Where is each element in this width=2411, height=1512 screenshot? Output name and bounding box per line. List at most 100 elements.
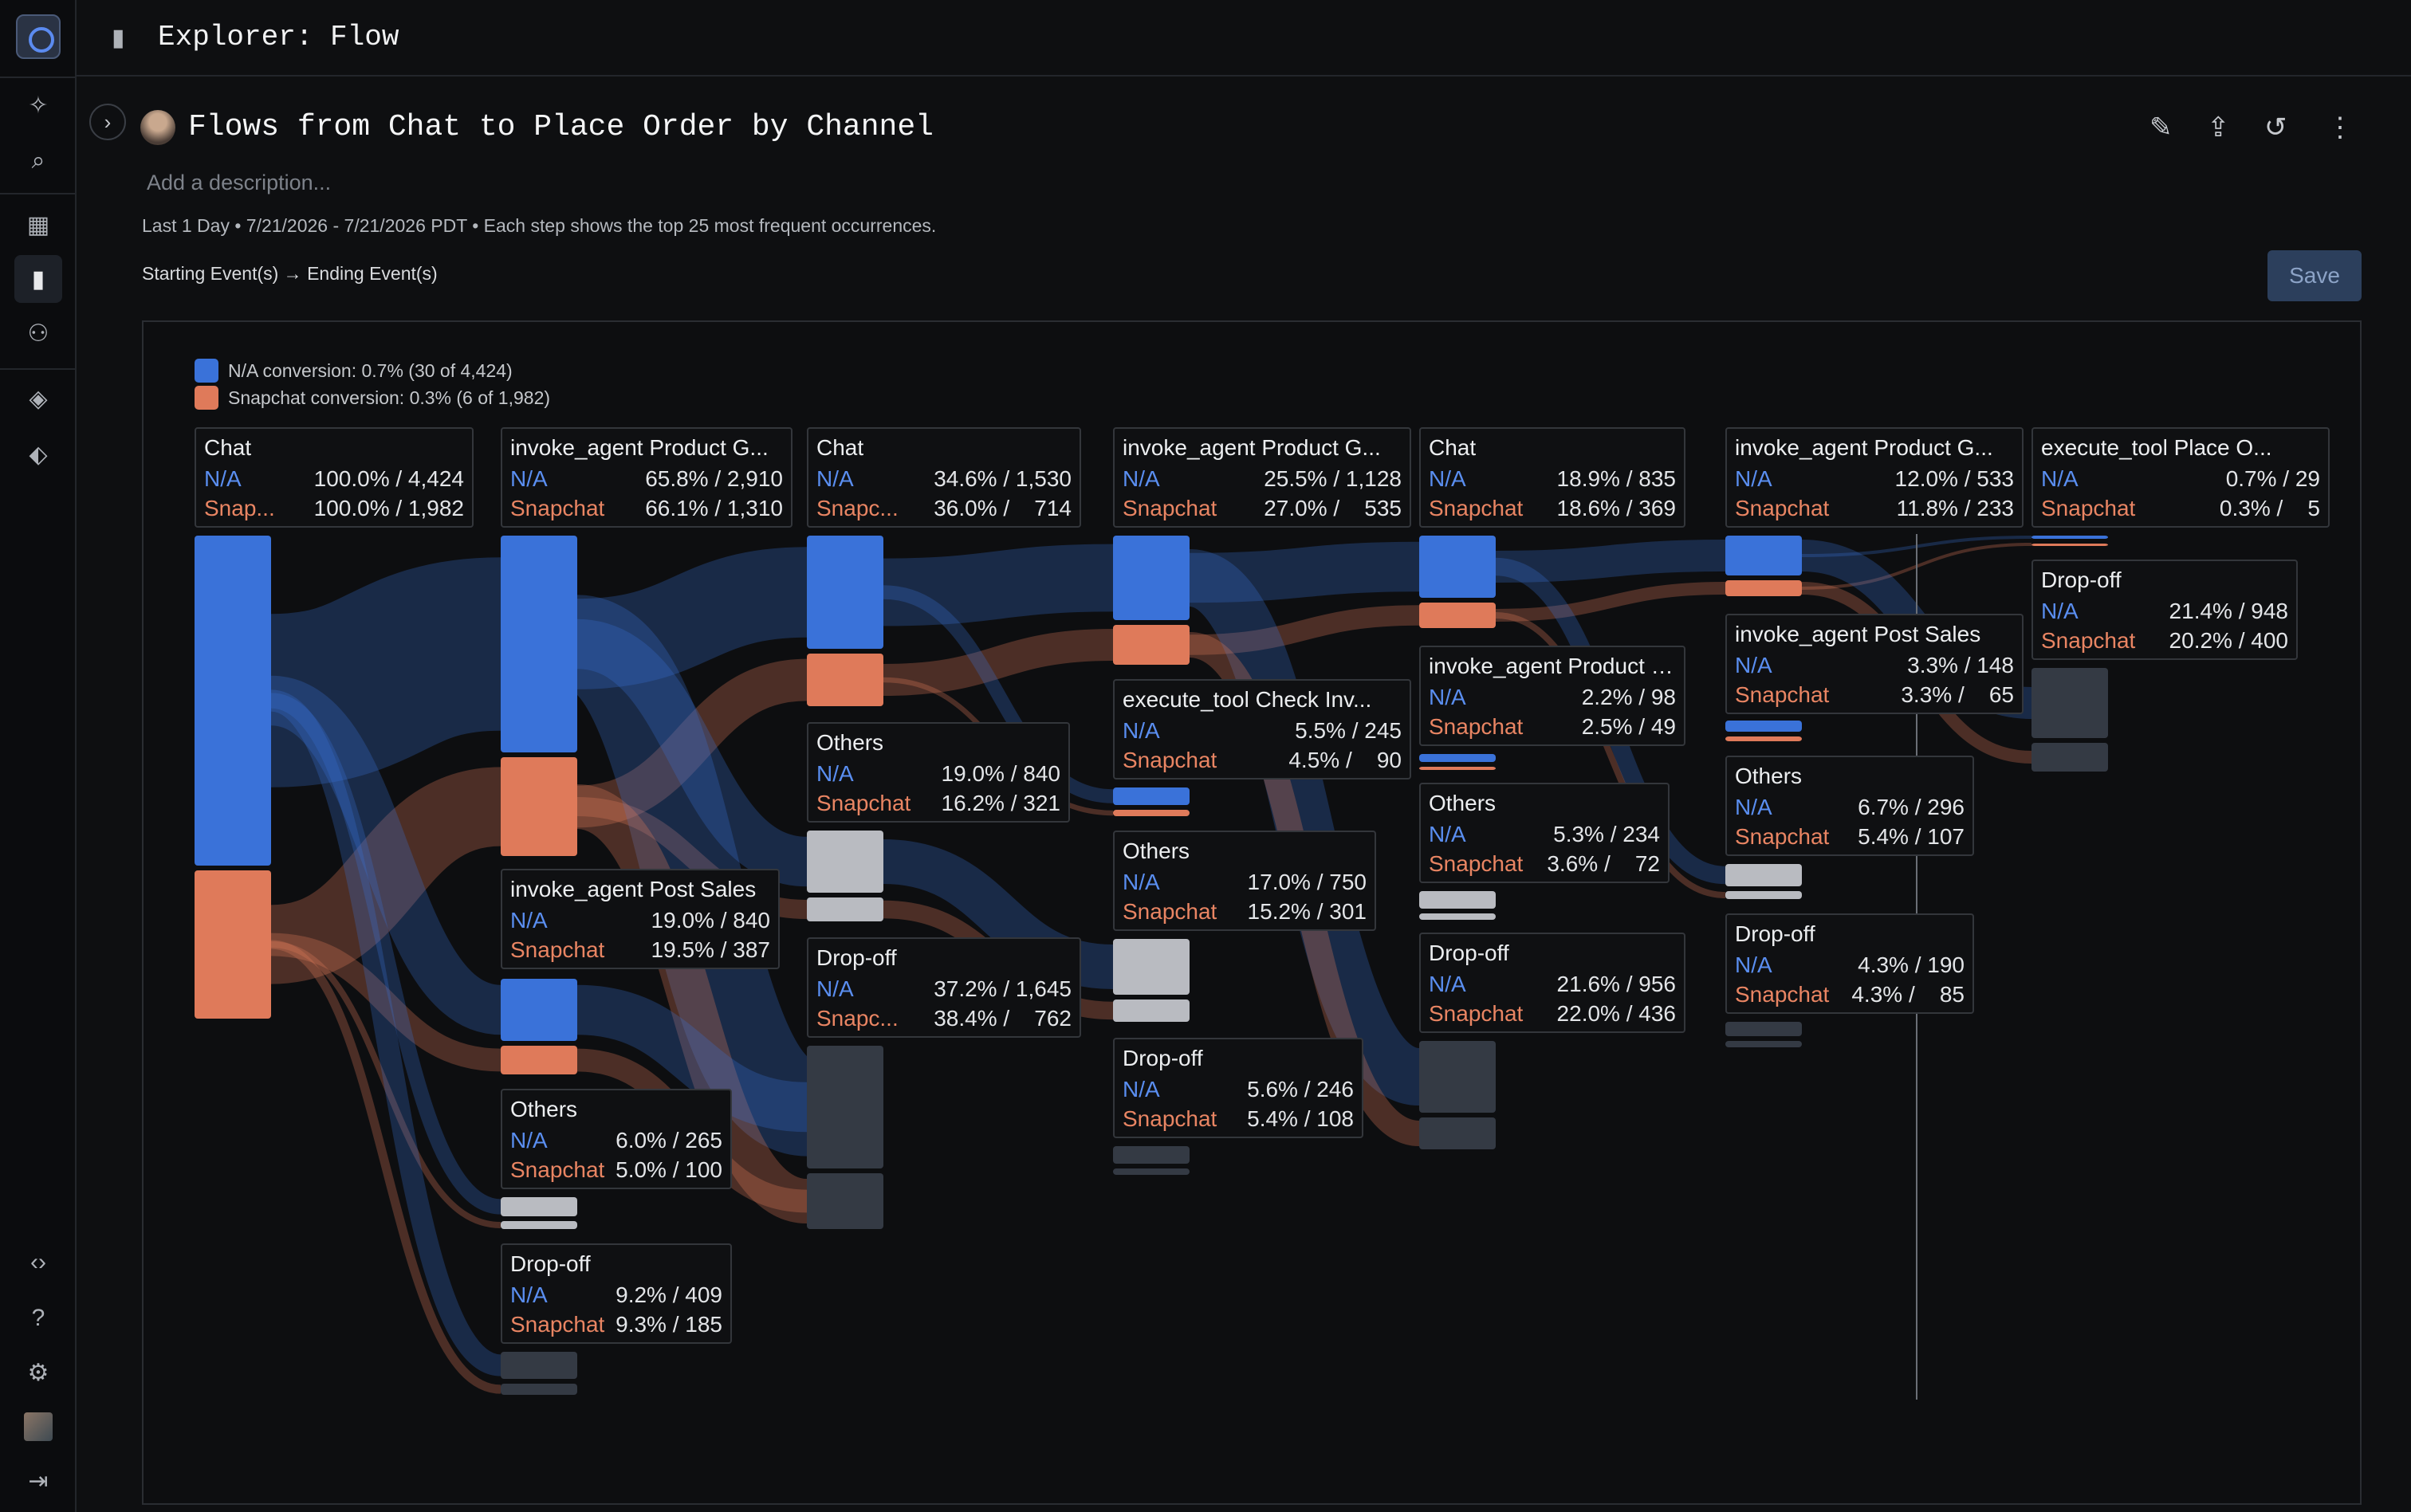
sparkle-icon[interactable]: ✧ bbox=[28, 92, 49, 119]
description-field[interactable]: Add a description... bbox=[147, 171, 332, 194]
node-card-s5-others[interactable]: Others N/A 6.7% / 296 Snapchat 5.4% / 107 bbox=[1725, 756, 1974, 856]
series-label: Snapchat bbox=[1123, 496, 1217, 520]
share-upload-icon[interactable]: ⇪ bbox=[2207, 112, 2230, 143]
series-label: Snapchat bbox=[510, 937, 605, 962]
series-value: 0.7% / 29 bbox=[2225, 466, 2320, 491]
series-value: 21.4% / 948 bbox=[2169, 599, 2288, 623]
node-card-s5-dropoff[interactable]: Drop-off N/A 4.3% / 190 Snapchat 4.3% / 85 bbox=[1725, 913, 1974, 1014]
settings-gear-icon[interactable]: ⚙ bbox=[27, 1359, 49, 1386]
series-label: N/A bbox=[816, 761, 854, 786]
more-menu-icon[interactable]: ⋮ bbox=[2326, 112, 2354, 143]
node-card-s4-chat[interactable]: Chat N/A 18.9% / 835 Snapchat 18.6% / 369 bbox=[1419, 427, 1685, 528]
series-label: Snapchat bbox=[2041, 496, 2136, 520]
node-stat-row: Snapchat 9.3% / 185 bbox=[510, 1310, 722, 1339]
node-card-s3-product[interactable]: invoke_agent Product G... N/A 25.5% / 1,12… bbox=[1113, 427, 1411, 528]
node-card-s5-product[interactable]: invoke_agent Product G... N/A 12.0% / 533 S… bbox=[1725, 427, 2024, 528]
node-stat-row: Snapchat 27.0% / 535 bbox=[1123, 493, 1402, 523]
node-card-s5-postsales[interactable]: invoke_agent Post Sales N/A 3.3% / 148 Snap… bbox=[1725, 614, 2024, 714]
node-stat-row: Snapchat 5.4% / 107 bbox=[1735, 822, 1965, 851]
node-name: execute_tool Check Inv... bbox=[1123, 687, 1372, 712]
node-stat-row: N/A 65.8% / 2,910 bbox=[510, 464, 783, 493]
series-label: N/A bbox=[1123, 718, 1160, 743]
node-name: invoke_agent Post Sales bbox=[1735, 622, 1981, 646]
tag-icon[interactable]: ⬖ bbox=[29, 441, 48, 468]
collapse-sidebar-icon[interactable]: ⇥ bbox=[28, 1467, 49, 1494]
dashboard-grid-icon[interactable]: ▦ bbox=[26, 211, 50, 238]
node-stat-row: Snapchat 3.3% / 65 bbox=[1735, 680, 2014, 709]
series-label: N/A bbox=[1429, 972, 1466, 996]
series-value: 19.5% / 387 bbox=[651, 937, 770, 962]
node-card-s4-dropoff[interactable]: Drop-off N/A 21.6% / 956 Snapchat 22.0% / 43… bbox=[1419, 933, 1685, 1033]
series-value: 27.0% / 535 bbox=[1264, 496, 1402, 520]
node-stat-row: Snapchat 2.5% / 49 bbox=[1429, 712, 1676, 741]
series-value: 6.0% / 265 bbox=[616, 1128, 722, 1153]
node-stat-row: N/A 5.3% / 234 bbox=[1429, 819, 1660, 849]
node-card-s3-dropoff[interactable]: Drop-off N/A 5.6% / 246 Snapchat 5.4% / 108 bbox=[1113, 1038, 1363, 1138]
rail-divider bbox=[0, 368, 77, 370]
node-card-s4-others[interactable]: Others N/A 5.3% / 234 Snapchat 3.6% / 72 bbox=[1419, 783, 1670, 883]
node-card-s1-product[interactable]: invoke_agent Product G... N/A 65.8% / 2,91… bbox=[501, 427, 793, 528]
user-avatar[interactable] bbox=[24, 1412, 53, 1441]
search-icon[interactable]: ⌕ bbox=[31, 147, 45, 174]
magic-wand-icon[interactable]: ✎ bbox=[2149, 112, 2173, 143]
series-value: 2.5% / 49 bbox=[1581, 714, 1676, 739]
history-icon[interactable]: ↺ bbox=[2264, 112, 2287, 143]
help-icon[interactable]: ? bbox=[31, 1305, 45, 1331]
node-card-s1-others[interactable]: Others N/A 6.0% / 265 Snapchat 5.0% / 100 bbox=[501, 1089, 732, 1189]
layers-icon[interactable]: ◈ bbox=[29, 385, 48, 412]
node-stat-row: Snapchat 15.2% / 301 bbox=[1123, 897, 1367, 926]
series-label: N/A bbox=[510, 1128, 548, 1153]
series-label: N/A bbox=[204, 466, 242, 491]
series-value: 65.8% / 2,910 bbox=[645, 466, 783, 491]
code-icon[interactable]: ‹› bbox=[30, 1249, 46, 1275]
node-card-s6-placeorder[interactable]: execute_tool Place O... N/A 0.7% / 29 Snapc… bbox=[2031, 427, 2330, 528]
series-label: Snapchat bbox=[1429, 851, 1524, 876]
series-value: 18.6% / 369 bbox=[1556, 496, 1676, 520]
node-stat-row: Snapchat 20.2% / 400 bbox=[2041, 626, 2288, 655]
node-card-s2-chat[interactable]: Chat N/A 34.6% / 1,530 Snapc... 36.0% / 714 bbox=[807, 427, 1081, 528]
users-icon[interactable]: ⚇ bbox=[27, 320, 49, 347]
node-stat-row: Snapchat 66.1% / 1,310 bbox=[510, 493, 783, 523]
series-label: Snapchat bbox=[1123, 899, 1217, 924]
save-button[interactable]: Save bbox=[2267, 250, 2362, 301]
node-card-s3-checkinv[interactable]: execute_tool Check Inv... N/A 5.5% / 245 Sn… bbox=[1113, 679, 1411, 780]
node-stat-row: Snapchat 4.3% / 85 bbox=[1735, 980, 1965, 1009]
series-label: N/A bbox=[1735, 466, 1772, 491]
node-card-s2-others[interactable]: Others N/A 19.0% / 840 Snapchat 16.2% / 321 bbox=[807, 722, 1070, 823]
chart-bars-icon[interactable]: ▮ bbox=[14, 255, 62, 303]
series-value: 22.0% / 436 bbox=[1556, 1001, 1676, 1026]
node-card-s3-others[interactable]: Others N/A 17.0% / 750 Snapchat 15.2% / 301 bbox=[1113, 831, 1376, 931]
series-value: 16.2% / 321 bbox=[941, 791, 1060, 815]
node-card-s0-chat[interactable]: Chat N/A 100.0% / 4,424 Snap... 100.0% / 1,9… bbox=[195, 427, 474, 528]
node-stat-row: Snapc... 36.0% / 714 bbox=[816, 493, 1072, 523]
node-card-s2-dropoff[interactable]: Drop-off N/A 37.2% / 1,645 Snapc... 38.4% / … bbox=[807, 937, 1081, 1038]
steps-selector[interactable]: Starting Event(s) → Ending Event(s) bbox=[142, 263, 438, 284]
series-value: 37.2% / 1,645 bbox=[934, 976, 1072, 1001]
node-stat-row: Snapchat 0.3% / 5 bbox=[2041, 493, 2320, 523]
chart-bars-icon: ▮ bbox=[112, 25, 125, 51]
expand-panel-button[interactable]: › bbox=[89, 104, 126, 140]
report-title[interactable]: Flows from Chat to Place Order by Channe… bbox=[188, 110, 934, 144]
series-value: 3.3% / 65 bbox=[1901, 682, 2014, 707]
series-label: Snapc... bbox=[816, 496, 899, 520]
node-card-s4-product[interactable]: invoke_agent Product G... N/A 2.2% / 98 Sna… bbox=[1419, 646, 1685, 746]
series-value: 100.0% / 1,982 bbox=[313, 496, 464, 520]
series-value: 5.4% / 108 bbox=[1247, 1106, 1354, 1131]
node-stat-row: Snapchat 3.6% / 72 bbox=[1429, 849, 1660, 878]
series-value: 4.3% / 190 bbox=[1858, 952, 1965, 977]
nav-rail: ✧ ⌕ ▦ ▮ ⚇ ◈ ⬖ ‹› ? ⚙ ⇥ bbox=[0, 0, 77, 1512]
series-value: 36.0% / 714 bbox=[934, 496, 1072, 520]
app-logo-icon[interactable] bbox=[16, 14, 61, 59]
node-stat-row: N/A 18.9% / 835 bbox=[1429, 464, 1676, 493]
node-card-s1-dropoff[interactable]: Drop-off N/A 9.2% / 409 Snapchat 9.3% / 185 bbox=[501, 1243, 732, 1344]
legend-label: N/A conversion: 0.7% (30 of 4,424) bbox=[228, 359, 513, 381]
series-value: 5.4% / 107 bbox=[1858, 824, 1965, 849]
node-stat-row: N/A 19.0% / 840 bbox=[816, 759, 1060, 788]
node-name: Chat bbox=[816, 435, 864, 460]
node-card-s1-postsales[interactable]: invoke_agent Post Sales N/A 19.0% / 840 Sna… bbox=[501, 869, 780, 969]
series-value: 20.2% / 400 bbox=[2169, 628, 2288, 653]
node-name: Others bbox=[1123, 838, 1190, 863]
node-card-s6-dropoff[interactable]: Drop-off N/A 21.4% / 948 Snapchat 20.2% / 40… bbox=[2031, 560, 2298, 660]
node-stat-row: Snapchat 18.6% / 369 bbox=[1429, 493, 1676, 523]
node-stat-row: Snapchat 11.8% / 233 bbox=[1735, 493, 2014, 523]
